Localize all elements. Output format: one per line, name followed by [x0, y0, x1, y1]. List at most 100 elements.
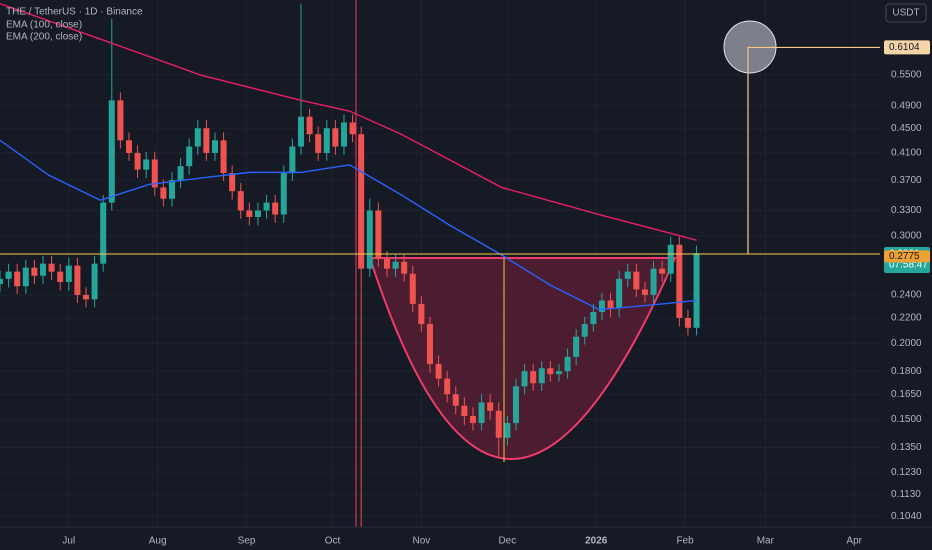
candle-body [74, 265, 81, 295]
candle-body [57, 271, 64, 282]
candle-body [177, 166, 184, 181]
candle-body [667, 244, 674, 274]
candle-body [297, 116, 304, 147]
candle-body [383, 258, 390, 269]
candle-body [220, 140, 227, 174]
candle-body [607, 300, 614, 309]
candle-body [375, 210, 382, 259]
y-tick-label: 0.3700 [891, 175, 922, 186]
candle-body [91, 263, 98, 300]
candle-body [39, 263, 47, 276]
y-tick-label: 0.1130 [891, 489, 921, 500]
candle-body [246, 210, 253, 217]
candle-body [14, 271, 21, 287]
candle-body [659, 268, 666, 274]
y-tick-label: 0.1650 [891, 389, 922, 400]
y-tick-label: 0.1500 [891, 414, 922, 425]
candle-body [125, 140, 132, 153]
ema-line [0, 2, 697, 241]
y-tick-label: 0.1040 [891, 511, 922, 522]
candle-body [538, 368, 545, 384]
candle-body [186, 146, 193, 167]
candle-body [684, 317, 691, 328]
candle-body [478, 402, 485, 424]
candle-body [401, 261, 408, 274]
candle-body [512, 386, 519, 424]
candle-body [624, 271, 631, 279]
candle-body [289, 146, 296, 174]
candle-body [530, 371, 537, 384]
candle-body [143, 159, 150, 170]
candle-body [521, 371, 528, 387]
candle-body [547, 368, 554, 375]
legend-entry: EMA (200, close) [6, 32, 82, 43]
x-tick-label: Mar [757, 536, 775, 547]
ema-tag [884, 250, 930, 263]
chart-title: THE / TetherUS · 1D · Binance [6, 7, 143, 18]
candle-body [323, 128, 330, 153]
candle-body [633, 271, 640, 290]
ema-tag-label: 0.2775 [889, 251, 920, 262]
candle-body [340, 122, 347, 147]
x-tick-label: Feb [676, 536, 694, 547]
candle-body [676, 244, 683, 318]
countdown-label: 07:58:47 [889, 260, 928, 271]
target-line [747, 46, 880, 254]
candle-body [590, 312, 597, 325]
candle-body [452, 394, 459, 406]
y-tick-label: 0.3300 [891, 205, 922, 216]
target-label: 0.6104 [889, 42, 920, 53]
y-tick-label: 0.1230 [891, 467, 922, 478]
candle-body [366, 210, 373, 269]
candle-body [487, 402, 494, 411]
candle-body [650, 268, 657, 295]
candle-body [168, 180, 175, 199]
x-tick-label: Jul [62, 536, 75, 547]
candle-body [332, 128, 339, 147]
candle-body [160, 187, 167, 199]
x-tick-label: Sep [238, 536, 256, 547]
candle-body [426, 324, 433, 364]
candle-body [22, 267, 29, 287]
candle-body [117, 100, 124, 141]
x-tick-label: Nov [412, 536, 430, 547]
currency-box[interactable] [885, 3, 927, 23]
candle-body [211, 140, 218, 153]
candle-body [598, 300, 605, 313]
candle-body [495, 410, 502, 438]
candle-body [444, 378, 451, 395]
candle-body [315, 134, 322, 153]
candle-body [461, 405, 468, 416]
candle-body [237, 191, 244, 211]
candle-body [573, 336, 580, 357]
x-tick-label: Aug [149, 536, 167, 547]
candle-body [272, 202, 279, 215]
candle-body [349, 122, 356, 135]
candle-body [564, 356, 571, 372]
ema-line [0, 139, 697, 311]
candle-body [229, 173, 236, 192]
candle-body [263, 202, 270, 211]
candle-body [418, 303, 425, 325]
y-tick-label: 0.4500 [891, 123, 922, 134]
y-tick-label: 0.4900 [891, 100, 922, 111]
candle-body [409, 273, 416, 304]
currency: USDT [892, 8, 919, 19]
y-tick-label: 0.2200 [891, 313, 922, 324]
candle-body [581, 324, 588, 337]
cup-pattern [368, 257, 677, 460]
candle-body [254, 210, 261, 217]
candle-body [469, 415, 476, 424]
price-axis [880, 0, 932, 550]
candle-body [65, 265, 72, 282]
candle-body [5, 271, 12, 279]
candle-body [108, 100, 115, 203]
candle-body [306, 116, 313, 135]
candle-body [435, 363, 442, 379]
candle-body [693, 253, 700, 328]
candle-body [555, 371, 562, 375]
candle-body [358, 134, 365, 269]
candle-body [392, 261, 399, 269]
plot-area [0, 2, 880, 527]
